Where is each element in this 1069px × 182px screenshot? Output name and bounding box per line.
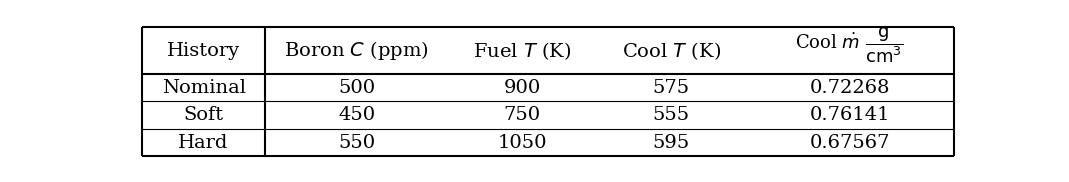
Text: Hard: Hard	[179, 134, 229, 152]
Text: 0.76141: 0.76141	[809, 106, 889, 124]
Text: 1050: 1050	[497, 134, 547, 152]
Text: 555: 555	[652, 106, 690, 124]
Text: 0.67567: 0.67567	[809, 134, 889, 152]
Text: History: History	[167, 42, 241, 60]
Text: 575: 575	[652, 79, 690, 97]
Text: Cool $\dot{m}\ \dfrac{\mathrm{g}}{\mathrm{cm}^3}$: Cool $\dot{m}\ \dfrac{\mathrm{g}}{\mathr…	[795, 25, 904, 65]
Text: 900: 900	[503, 79, 541, 97]
Text: 550: 550	[338, 134, 375, 152]
Text: Nominal: Nominal	[161, 79, 246, 97]
Text: Cool $T$ (K): Cool $T$ (K)	[621, 40, 721, 62]
Text: 500: 500	[338, 79, 375, 97]
Text: 0.72268: 0.72268	[809, 79, 889, 97]
Text: 450: 450	[338, 106, 375, 124]
Text: Soft: Soft	[184, 106, 223, 124]
Text: 750: 750	[503, 106, 541, 124]
Text: Fuel $T$ (K): Fuel $T$ (K)	[474, 40, 572, 62]
Text: Boron $C$ (ppm): Boron $C$ (ppm)	[284, 39, 429, 62]
Text: 595: 595	[652, 134, 690, 152]
